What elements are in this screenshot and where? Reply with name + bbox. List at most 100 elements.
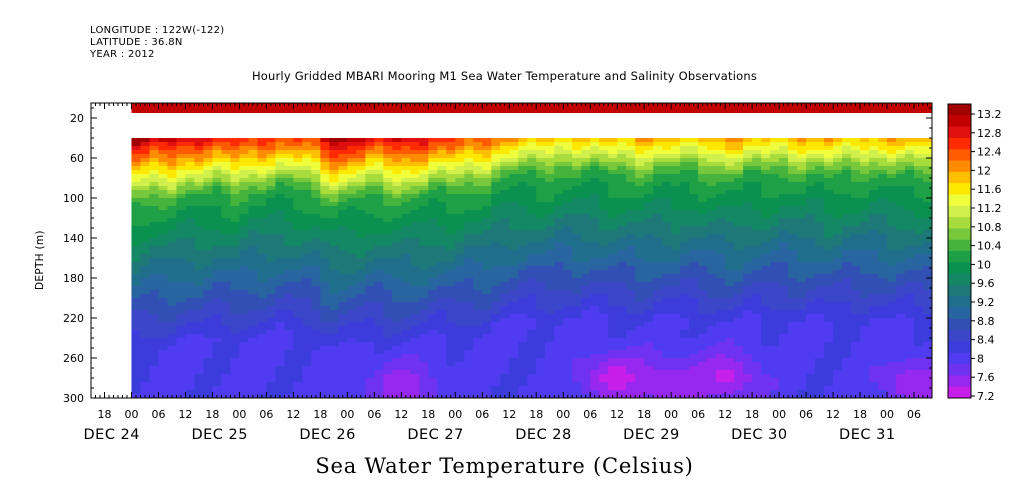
- heat-cell: [212, 242, 223, 247]
- heat-cell: [662, 174, 672, 179]
- heat-cell: [734, 158, 744, 163]
- heat-cell: [320, 362, 330, 367]
- heat-cell: [707, 390, 717, 395]
- heat-cell: [464, 254, 474, 259]
- heat-cell: [581, 270, 591, 275]
- heat-cell: [437, 318, 447, 323]
- heat-cell: [527, 294, 537, 299]
- heat-cell: [419, 382, 429, 387]
- heat-cell: [797, 198, 807, 203]
- heat-cell: [401, 250, 411, 255]
- heat-cell: [671, 298, 681, 303]
- heat-cell: [554, 246, 564, 251]
- heat-cell: [203, 326, 214, 331]
- heat-cell: [491, 206, 501, 211]
- heat-cell: [185, 174, 196, 179]
- surface-band: [131, 103, 932, 113]
- heat-cell: [797, 282, 807, 287]
- heat-cell: [419, 218, 429, 223]
- heat-cell: [194, 346, 205, 351]
- heat-cell: [374, 190, 384, 195]
- heat-cell: [338, 330, 348, 335]
- heat-cell: [680, 370, 690, 375]
- heat-cell: [482, 182, 492, 187]
- heat-cell: [761, 378, 771, 383]
- heat-cell: [725, 330, 735, 335]
- heat-cell: [698, 270, 708, 275]
- heat-cell: [455, 198, 465, 203]
- heat-cell: [482, 206, 492, 211]
- heat-cell: [311, 298, 321, 303]
- heat-cell: [707, 350, 717, 355]
- heat-cell: [500, 202, 510, 207]
- heat-cell: [518, 230, 528, 235]
- heat-cell: [698, 246, 708, 251]
- heat-cell: [203, 222, 214, 227]
- heat-cell: [680, 334, 690, 339]
- heat-cell: [140, 290, 151, 295]
- heat-cell: [320, 242, 330, 247]
- heat-cell: [518, 138, 528, 143]
- heat-cell: [275, 238, 285, 243]
- heat-cell: [293, 238, 303, 243]
- heat-cell: [581, 322, 591, 327]
- heat-cell: [158, 190, 169, 195]
- heat-cell: [698, 170, 708, 175]
- heat-cell: [716, 346, 726, 351]
- heat-cell: [419, 242, 429, 247]
- heat-cell: [437, 354, 447, 359]
- heat-cell: [194, 242, 205, 247]
- heat-cell: [374, 158, 384, 163]
- heat-cell: [392, 306, 402, 311]
- heat-cell: [149, 326, 160, 331]
- heat-cell: [221, 210, 232, 215]
- heat-cell: [653, 294, 663, 299]
- heat-cell: [185, 234, 196, 239]
- heat-cell: [770, 254, 780, 259]
- heat-cell: [401, 154, 411, 159]
- heat-cell: [248, 322, 259, 327]
- heat-cell: [419, 230, 429, 235]
- heat-cell: [140, 338, 151, 343]
- heat-cell: [185, 330, 196, 335]
- heat-cell: [428, 234, 438, 239]
- heat-cell: [599, 286, 609, 291]
- heat-cell: [734, 294, 744, 299]
- heat-cell: [725, 314, 735, 319]
- heat-cell: [392, 226, 402, 231]
- heat-cell: [275, 246, 285, 251]
- heat-cell: [743, 294, 753, 299]
- heat-cell: [221, 314, 232, 319]
- heat-cell: [428, 370, 438, 375]
- heat-cell: [464, 258, 474, 263]
- heat-cell: [779, 198, 789, 203]
- heat-cell: [563, 254, 573, 259]
- heat-cell: [212, 214, 223, 219]
- heat-cell: [149, 290, 160, 295]
- heat-cell: [212, 146, 223, 151]
- heat-cell: [707, 254, 717, 259]
- heat-cell: [401, 290, 411, 295]
- heat-cell: [401, 282, 411, 287]
- heat-cell: [284, 354, 294, 359]
- heat-cell: [707, 214, 717, 219]
- heat-cell: [140, 294, 151, 299]
- heat-cell: [401, 358, 411, 363]
- heat-cell: [536, 342, 546, 347]
- heat-cell: [437, 390, 447, 395]
- heat-cell: [671, 206, 681, 211]
- heat-cell: [257, 250, 267, 255]
- heat-cell: [131, 242, 142, 247]
- heat-cell: [356, 306, 366, 311]
- heat-cell: [185, 290, 196, 295]
- heat-cell: [788, 242, 798, 247]
- heat-cell: [239, 374, 250, 379]
- heat-cell: [770, 350, 780, 355]
- heat-cell: [347, 246, 357, 251]
- heat-cell: [284, 170, 294, 175]
- heat-cell: [266, 350, 276, 355]
- heat-cell: [527, 162, 537, 167]
- heat-cell: [320, 194, 330, 199]
- heat-cell: [455, 258, 465, 263]
- heat-cell: [743, 286, 753, 291]
